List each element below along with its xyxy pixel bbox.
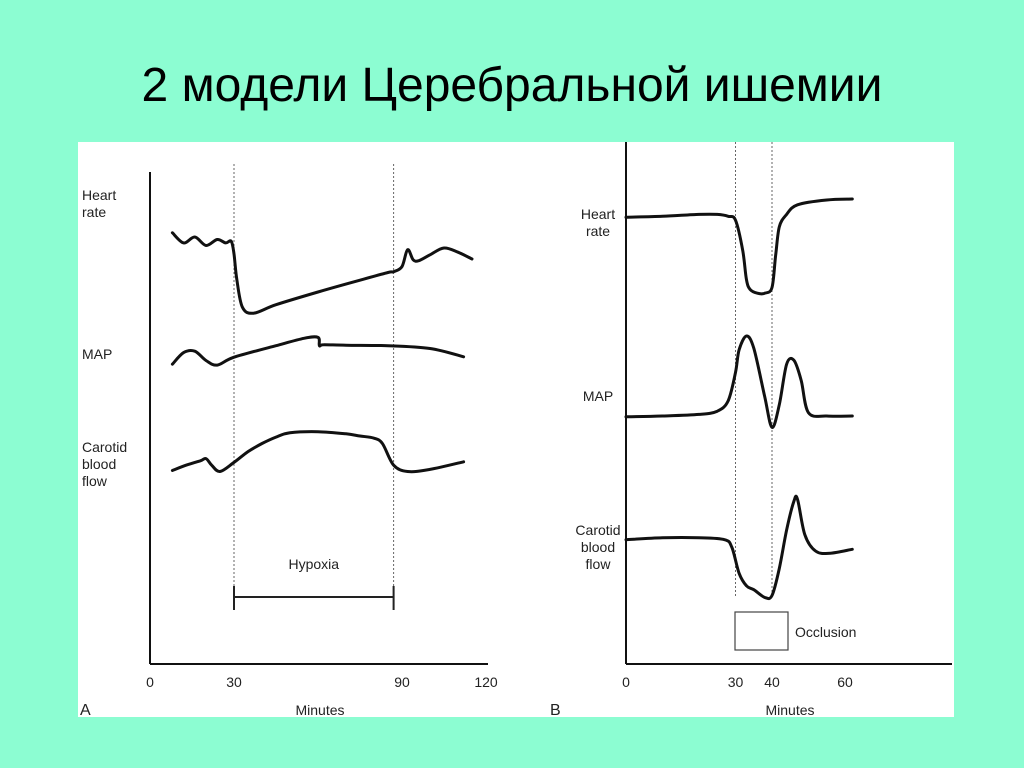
slide-title: 2 модели Церебральной ишемии <box>141 59 883 112</box>
panel-a-series-label: rate <box>82 204 106 220</box>
ischemia-charts: 0 30 90 120MinutesAHeartrateMAPCarotidblood… <box>80 142 952 717</box>
occlusion-box <box>734 611 789 651</box>
panel-a-x-axis-title: Minutes <box>295 702 344 717</box>
panel-b-series-label: flow <box>586 556 612 572</box>
panel-b-series-label: Heart <box>581 206 615 222</box>
panel-a-series-label: MAP <box>82 346 112 362</box>
panel-a-series-label: flow <box>82 473 108 489</box>
panel-b-series-label: rate <box>586 223 610 239</box>
panel-b-tick-label: 30 <box>728 674 744 690</box>
panel-a-tick-label: 90 <box>394 674 410 690</box>
panel-b-tick-label: 60 <box>837 674 853 690</box>
panel-b-tick-label: 0 <box>622 674 630 690</box>
panel-a-tick-label: 30 <box>226 674 242 690</box>
panel-b-carotid-blood-flow-line <box>624 494 854 601</box>
figure-panel: 0 30 90 120 Minutes A Heart rate MAP Carotid blood… <box>78 142 954 717</box>
panel-a-tick-label: 0 <box>146 674 154 690</box>
panel-b-letter: B <box>550 702 561 717</box>
panel-a-tick-label: 120 <box>474 674 498 690</box>
panel-b-x-axis-title: Minutes <box>765 702 814 717</box>
occlusion-label: Occlusion <box>795 624 856 640</box>
panel-a-carotid-blood-flow-line <box>170 430 466 474</box>
panel-a-series-label: blood <box>82 456 116 472</box>
panel-a-heart-rate-line <box>170 231 474 315</box>
panel-a-map-line <box>170 335 466 367</box>
panel-b-heart-rate-line <box>624 197 854 296</box>
panel-b-series-label: blood <box>581 539 615 555</box>
hypoxia-bracket <box>233 586 395 610</box>
panel-a-series-label: Carotid <box>82 439 127 455</box>
panel-a-letter: A <box>80 702 91 717</box>
panel-b-series-label: Carotid <box>575 522 620 538</box>
hypoxia-label: Hypoxia <box>289 556 340 572</box>
panel-a-series-label: Heart <box>82 187 116 203</box>
panel-b-tick-label: 40 <box>764 674 780 690</box>
panel-b-series-label: MAP <box>583 388 613 404</box>
panel-b-map-line <box>624 334 854 429</box>
